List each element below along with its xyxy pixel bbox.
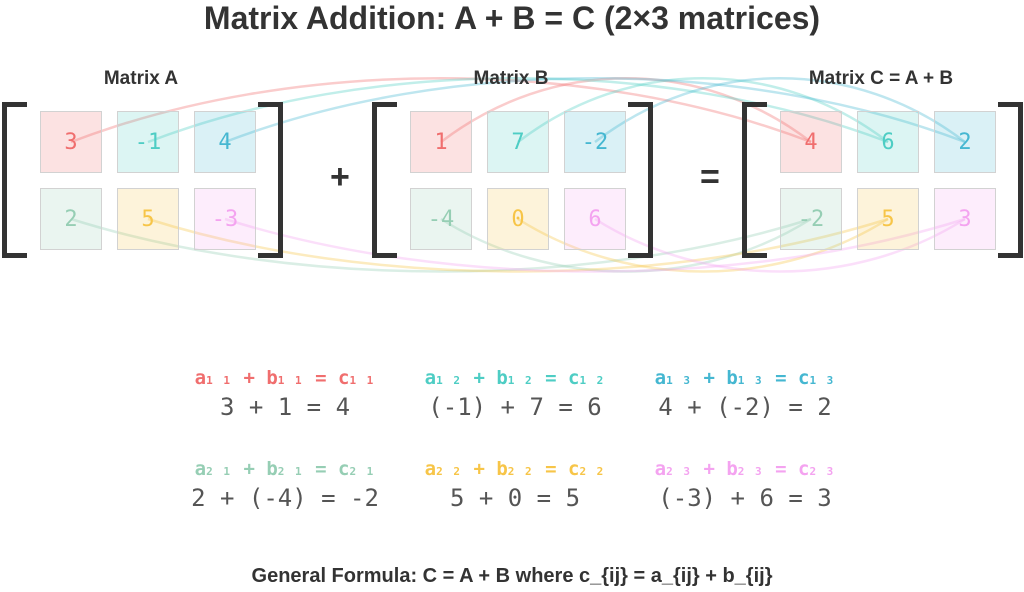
- matrix-b-right-bracket: [628, 102, 653, 258]
- index: 2 3: [666, 465, 692, 478]
- connection-curve: [147, 77, 889, 144]
- equation-symbolic-11: a1 1 + b1 1 = c1 1: [194, 367, 376, 389]
- index: 2 2: [579, 465, 606, 478]
- connection-curve: [224, 77, 966, 144]
- matrix-c-cell-1-2: 6: [857, 111, 919, 173]
- plus-operator: +: [330, 158, 350, 196]
- connection-curve: [70, 77, 812, 144]
- matrix-c-cell-2-2: 5: [857, 188, 919, 250]
- matrix-b-cell-2-3: 6: [564, 188, 626, 250]
- index: 2 2: [436, 465, 462, 478]
- matrix-a-cell-1-3: 4: [194, 111, 256, 173]
- index: 2 1: [349, 465, 376, 478]
- index: 2 1: [206, 465, 232, 478]
- index: 1 1: [277, 374, 304, 387]
- equation-worked-22: 5 + 0 = 5: [449, 484, 581, 512]
- matrix-c-label: Matrix C = A + B: [808, 68, 954, 89]
- general-formula: General Formula: C = A + B where c_{ij} …: [251, 565, 773, 587]
- matrix-c-cell-1-1: 4: [780, 111, 842, 173]
- matrix-b-left-bracket: [372, 102, 397, 258]
- matrix-a-cell-1-2: -1: [117, 111, 179, 173]
- equation-symbolic-22: a2 2 + b2 2 = c2 2: [424, 458, 606, 480]
- index: 2 3: [737, 465, 764, 478]
- equation-symbolic-13: a1 3 + b1 3 = c1 3: [654, 367, 836, 389]
- equation-worked-23: (-3) + 6 = 3: [658, 484, 832, 512]
- connection-curve: [147, 217, 889, 273]
- matrix-b-cell-1-2: 7: [487, 111, 549, 173]
- index: 1 2: [579, 374, 606, 387]
- equals-operator: =: [700, 158, 720, 196]
- matrix-a-label: Matrix A: [103, 68, 179, 89]
- index: 1 1: [206, 374, 232, 387]
- index: 1 2: [436, 374, 462, 387]
- matrix-b-cell-2-2: 0: [487, 188, 549, 250]
- matrix-c-cell-2-1: -2: [780, 188, 842, 250]
- index: 2 2: [507, 465, 534, 478]
- index: 2 3: [809, 465, 836, 478]
- matrix-c-cell-1-3: 2: [934, 111, 996, 173]
- equation-worked-11: 3 + 1 = 4: [219, 393, 351, 421]
- matrix-b-cell-1-3: -2: [564, 111, 626, 173]
- matrix-b-cell-1-1: 1: [410, 111, 472, 173]
- matrix-a-cell-2-1: 2: [40, 188, 102, 250]
- page-title: Matrix Addition: A + B = C (2×3 matrices…: [203, 0, 821, 36]
- index: 1 1: [349, 374, 376, 387]
- matrix-b-label: Matrix B: [473, 68, 549, 89]
- connection-curve: [70, 217, 812, 273]
- connection-curve: [224, 217, 966, 273]
- index: 1 3: [666, 374, 692, 387]
- matrix-c-right-bracket: [998, 102, 1023, 258]
- equation-worked-12: (-1) + 7 = 6: [428, 393, 602, 421]
- equation-worked-13: 4 + (-2) = 2: [658, 393, 832, 421]
- equation-symbolic-21: a2 1 + b2 1 = c2 1: [194, 458, 376, 480]
- matrix-a-cell-2-3: -3: [194, 188, 256, 250]
- matrix-c-cell-2-3: 3: [934, 188, 996, 250]
- index: 1 3: [737, 374, 764, 387]
- equation-worked-21: 2 + (-4) = -2: [191, 484, 379, 512]
- index: 1 2: [507, 374, 534, 387]
- equation-symbolic-23: a2 3 + b2 3 = c2 3: [654, 458, 836, 480]
- matrix-b-cell-2-1: -4: [410, 188, 472, 250]
- equation-symbolic-12: a1 2 + b1 2 = c1 2: [424, 367, 606, 389]
- matrix-a-cell-1-1: 3: [40, 111, 102, 173]
- matrix-c-left-bracket: [742, 102, 767, 258]
- index: 2 1: [277, 465, 304, 478]
- matrix-a-left-bracket: [2, 102, 27, 258]
- matrix-a-right-bracket: [258, 102, 283, 258]
- index: 1 3: [809, 374, 836, 387]
- matrix-a-cell-2-2: 5: [117, 188, 179, 250]
